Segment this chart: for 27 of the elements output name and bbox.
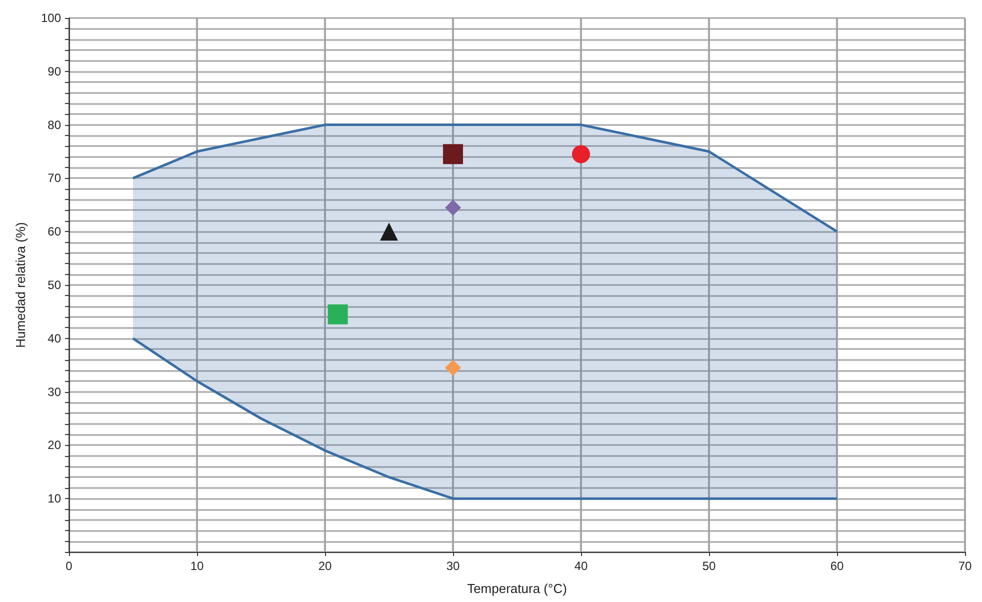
point (328, 304, 348, 324)
x-tick-label: 70 (958, 559, 972, 573)
x-tick-label: 0 (66, 559, 73, 573)
point (445, 360, 461, 376)
point (445, 200, 461, 216)
x-tick-label: 40 (574, 559, 588, 573)
x-axis-title: Temperatura (°C) (467, 581, 567, 596)
y-tick-label: 100 (40, 11, 62, 25)
line-series (132, 337, 838, 500)
x-tick-label: 20 (318, 559, 332, 573)
y-tick-label: 50 (48, 278, 62, 292)
y-tick-label: 70 (48, 171, 62, 186)
x-tick-label: 60 (830, 559, 844, 573)
y-tick-label: 20 (48, 438, 62, 452)
x-tick-label: 10 (190, 559, 204, 573)
y-tick-label: 90 (48, 64, 62, 78)
y-tick-label: 30 (48, 384, 62, 399)
y-axis-title: Humedad relativa (%) (13, 222, 28, 348)
y-tick-label: 80 (48, 118, 62, 132)
point (380, 222, 398, 241)
x-tick-label: 30 (446, 559, 460, 573)
y-tick-label: 40 (48, 331, 62, 346)
point (443, 144, 463, 164)
y-tick-label: 10 (48, 492, 62, 506)
y-tick-label: 60 (48, 224, 62, 239)
point (572, 145, 590, 164)
x-tick-label: 50 (702, 559, 716, 573)
